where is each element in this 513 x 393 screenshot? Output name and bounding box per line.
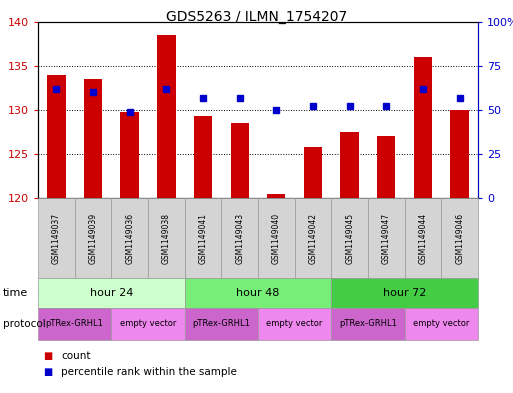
Text: empty vector: empty vector: [413, 320, 469, 329]
Text: protocol: protocol: [3, 319, 45, 329]
Bar: [47, 75, 66, 198]
Text: ■: ■: [43, 351, 52, 361]
Text: GSM1149046: GSM1149046: [455, 213, 464, 264]
Bar: [267, 194, 286, 198]
Bar: [194, 116, 212, 198]
Text: hour 72: hour 72: [383, 288, 426, 298]
Text: pTRex-GRHL1: pTRex-GRHL1: [339, 320, 397, 329]
Bar: [121, 112, 139, 198]
Text: GSM1149040: GSM1149040: [272, 213, 281, 264]
Text: GDS5263 / ILMN_1754207: GDS5263 / ILMN_1754207: [166, 10, 347, 24]
Text: GSM1149044: GSM1149044: [419, 213, 427, 264]
Bar: [377, 136, 396, 198]
Text: GSM1149045: GSM1149045: [345, 213, 354, 264]
Bar: [84, 79, 102, 198]
Text: pTRex-GRHL1: pTRex-GRHL1: [46, 320, 104, 329]
Bar: [414, 57, 432, 198]
Text: empty vector: empty vector: [266, 320, 323, 329]
Bar: [341, 132, 359, 198]
Text: GSM1149047: GSM1149047: [382, 213, 391, 264]
Bar: [304, 147, 322, 198]
Text: GSM1149036: GSM1149036: [125, 213, 134, 264]
Text: GSM1149042: GSM1149042: [308, 213, 318, 263]
Text: hour 24: hour 24: [90, 288, 133, 298]
Text: percentile rank within the sample: percentile rank within the sample: [61, 367, 237, 377]
Text: pTRex-GRHL1: pTRex-GRHL1: [192, 320, 250, 329]
Bar: [157, 35, 175, 198]
Text: GSM1149043: GSM1149043: [235, 213, 244, 264]
Text: count: count: [61, 351, 91, 361]
Text: GSM1149041: GSM1149041: [199, 213, 207, 263]
Text: empty vector: empty vector: [120, 320, 176, 329]
Bar: [230, 123, 249, 198]
Text: GSM1149039: GSM1149039: [89, 213, 97, 264]
Text: ■: ■: [43, 367, 52, 377]
Text: GSM1149038: GSM1149038: [162, 213, 171, 263]
Text: time: time: [3, 288, 28, 298]
Text: hour 48: hour 48: [236, 288, 280, 298]
Bar: [450, 110, 469, 198]
Text: GSM1149037: GSM1149037: [52, 213, 61, 264]
